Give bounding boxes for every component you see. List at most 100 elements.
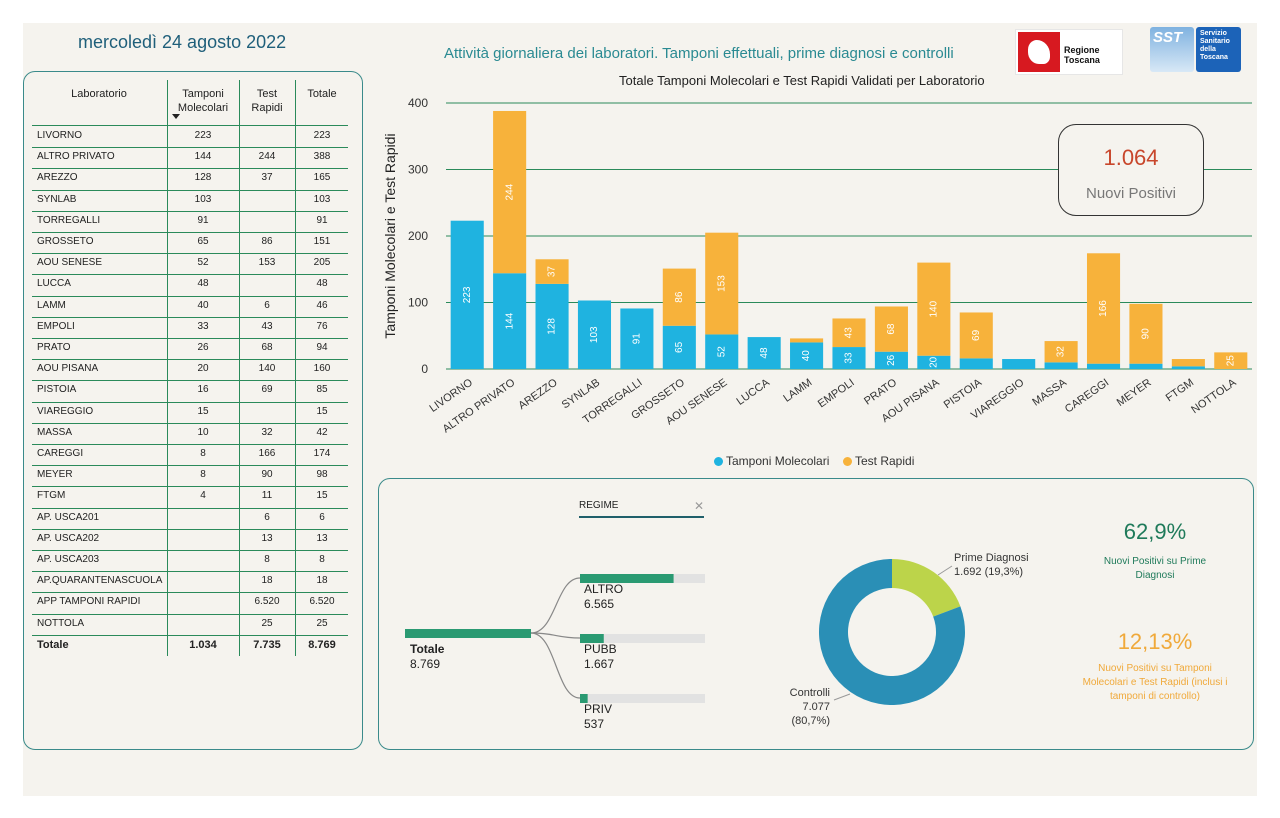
value-cell: 6.520 — [254, 596, 280, 608]
row-divider — [32, 444, 348, 445]
bar-molecolari[interactable] — [535, 283, 569, 369]
stat-prime-diagnosi-label: Nuovi Positivi su Prime Diagnosi — [1103, 556, 1207, 581]
bar-data-label: 244 — [504, 183, 515, 200]
y-tick-label: 0 — [421, 362, 428, 376]
bar-molecolari[interactable] — [662, 325, 696, 369]
stat-prime-diagnosi-value: 62,9% — [1123, 519, 1187, 544]
row-divider — [32, 147, 348, 149]
legend-item-rapidi[interactable]: Test Rapidi — [843, 454, 914, 468]
bar-molecolari[interactable] — [1129, 363, 1163, 369]
tree-node-altro[interactable]: ALTRO 6.565 — [584, 582, 624, 611]
bar-data-label: 166 — [1098, 300, 1109, 317]
row-divider — [32, 550, 348, 551]
bar-molecolari[interactable] — [705, 334, 739, 369]
x-tick-label: LAMM — [781, 377, 814, 405]
bar-rapidi[interactable] — [662, 268, 696, 326]
bar-molecolari[interactable] — [832, 347, 866, 369]
y-tick-label: 400 — [408, 96, 428, 110]
tree-node-priv[interactable]: PRIV 537 — [584, 702, 613, 731]
bar-molecolari[interactable] — [747, 337, 781, 369]
bar-rapidi[interactable] — [917, 262, 951, 356]
lab-name-cell: AP. USCA203 — [37, 554, 100, 565]
bar-rapidi[interactable] — [1171, 359, 1205, 367]
value-cell: 13 — [316, 532, 328, 544]
bar-molecolari[interactable] — [577, 300, 612, 369]
bar-rapidi[interactable] — [874, 306, 908, 352]
total-value-cell: 7.735 — [253, 638, 281, 651]
value-cell: 8 — [319, 554, 325, 565]
col-header-rapidi[interactable]: Test Rapidi — [251, 88, 283, 114]
bar-rapidi[interactable] — [1214, 352, 1248, 369]
bar-molecolari[interactable] — [917, 355, 951, 369]
value-cell: 16 — [197, 384, 209, 396]
value-cell: 46 — [316, 299, 328, 311]
bar-molecolari[interactable] — [959, 358, 993, 369]
bar-molecolari[interactable] — [1044, 362, 1078, 369]
value-cell: 52 — [197, 257, 209, 269]
bar-data-label: 144 — [504, 312, 515, 329]
col-header-totale[interactable]: Totale — [307, 88, 337, 100]
legend-item-molecolari[interactable]: Tamponi Molecolari — [714, 454, 829, 468]
col-header-laboratorio[interactable]: Laboratorio — [71, 88, 127, 100]
value-cell: 76 — [316, 320, 328, 332]
lab-name-cell: AP. USCA202 — [37, 532, 100, 544]
laboratory-table-panel — [23, 71, 363, 750]
tree-root-label[interactable]: Totale 8.769 — [410, 642, 445, 671]
value-cell: 153 — [258, 257, 276, 269]
bar-rapidi[interactable] — [705, 232, 739, 335]
value-cell: 94 — [316, 342, 328, 353]
value-cell: 144 — [194, 151, 212, 163]
row-divider — [32, 338, 348, 339]
value-cell: 42 — [316, 426, 328, 438]
lab-name-cell: SYNLAB — [37, 193, 77, 205]
tree-node-pubb[interactable]: PUBB 1.667 — [584, 642, 617, 671]
value-cell: 6 — [264, 299, 270, 311]
value-cell: 205 — [313, 257, 331, 269]
bar-data-label: 32 — [1056, 346, 1067, 358]
total-value-cell: 8.769 — [308, 638, 336, 651]
donut-label-controlli: Controlli 7.077 (80,7%) — [789, 687, 830, 727]
col-header-molecolari[interactable]: Tamponi Molecolari — [177, 88, 229, 114]
bar-molecolari[interactable] — [1171, 366, 1205, 369]
lab-name-cell: VIAREGGIO — [37, 405, 94, 417]
report-title: Attività giornaliera dei laboratori. Tam… — [444, 45, 954, 62]
bar-molecolari[interactable] — [450, 220, 484, 369]
value-cell: 6.520 — [309, 596, 335, 608]
logo-rt-text: Regione Toscana — [1064, 45, 1100, 65]
bar-molecolari[interactable] — [874, 351, 908, 369]
bar-rapidi[interactable] — [959, 312, 993, 359]
legend-dot-icon — [843, 457, 852, 466]
bar-rapidi[interactable] — [790, 338, 824, 343]
row-divider — [32, 168, 348, 170]
bar-rapidi[interactable] — [1129, 303, 1163, 364]
sort-descending-icon[interactable] — [172, 114, 180, 119]
regione-toscana-logo: Regione Toscana — [1015, 29, 1123, 75]
value-cell: 98 — [316, 469, 328, 481]
bar-rapidi[interactable] — [1044, 341, 1078, 363]
close-icon[interactable]: ✕ — [693, 499, 704, 513]
bar-molecolari[interactable] — [1002, 359, 1036, 369]
bar-data-label: 153 — [716, 275, 727, 292]
bar-molecolari[interactable] — [493, 273, 527, 369]
bar-molecolari[interactable] — [790, 342, 824, 369]
bar-rapidi[interactable] — [832, 318, 866, 348]
lab-name-cell: LUCCA — [37, 278, 71, 290]
bottom-panel — [378, 478, 1254, 750]
x-tick-label: MASSA — [1030, 376, 1069, 408]
bar-rapidi[interactable] — [1086, 253, 1121, 364]
value-cell: 15 — [316, 490, 328, 502]
regime-filter[interactable]: REGIME ✕ — [579, 499, 704, 518]
bar-molecolari[interactable] — [1086, 363, 1121, 369]
value-cell: 18 — [261, 575, 273, 587]
bar-rapidi[interactable] — [493, 110, 527, 274]
lab-name-cell: AOU SENESE — [37, 257, 103, 269]
bar-molecolari[interactable] — [620, 308, 654, 369]
value-cell: 65 — [197, 236, 209, 247]
bar-data-label: 86 — [674, 291, 685, 303]
lab-name-cell: TORREGALLI — [37, 214, 101, 226]
lab-name-cell: AP.QUARANTENASCUOLA — [37, 575, 163, 587]
bar-rapidi[interactable] — [535, 259, 569, 284]
value-cell: 6 — [264, 511, 270, 523]
column-divider — [239, 80, 240, 656]
bar-data-label: 26 — [886, 354, 897, 366]
